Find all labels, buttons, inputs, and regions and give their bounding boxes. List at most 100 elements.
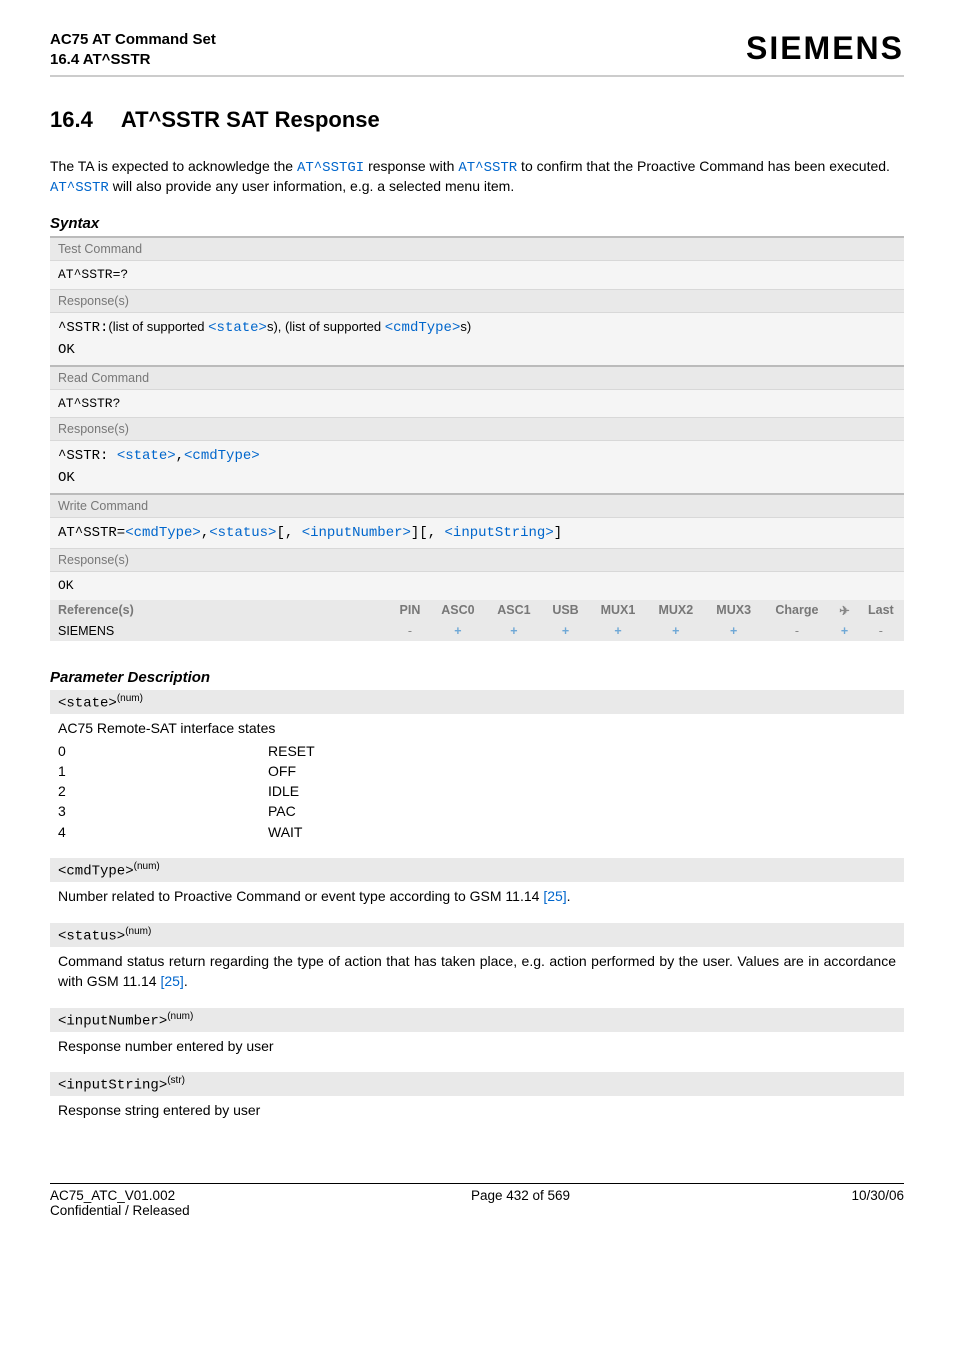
ref-vendor: SIEMENS <box>50 621 390 641</box>
state-key: 3 <box>58 801 268 821</box>
param-cmdtype-link[interactable]: <cmdType> <box>184 448 260 464</box>
reference-table: Reference(s) PIN ASC0 ASC1 USB MUX1 MUX2… <box>50 600 904 641</box>
read-response-label: Response(s) <box>50 417 904 440</box>
param-inputstring: <inputString>(str) Response string enter… <box>50 1072 904 1123</box>
link-at-sstr-2[interactable]: AT^SSTR <box>50 180 109 196</box>
ref-val: + <box>430 621 486 641</box>
param-cmdtype-link[interactable]: <cmdType> <box>125 525 201 541</box>
resp-text: (list of supported <box>108 319 208 334</box>
ref-val: - <box>390 621 430 641</box>
intro-paragraph: The TA is expected to acknowledge the AT… <box>50 157 904 197</box>
table-row: 2IDLE <box>58 781 896 801</box>
table-row: 3PAC <box>58 801 896 821</box>
param-status-link[interactable]: <status> <box>209 525 276 541</box>
param-desc: . <box>567 888 571 904</box>
ref-col: ASC0 <box>430 600 486 621</box>
ref-value-row: SIEMENS - + + + + + + - + - <box>50 621 904 641</box>
section-title-text: AT^SSTR SAT Response <box>121 107 380 132</box>
state-val: IDLE <box>268 781 299 801</box>
test-command-cmd: AT^SSTR=? <box>50 260 904 289</box>
page-header: AC75 AT Command Set 16.4 AT^SSTR SIEMENS <box>50 30 904 77</box>
brand-logo: SIEMENS <box>746 30 904 67</box>
ref-label: Reference(s) <box>50 600 390 621</box>
param-name: <status> <box>58 928 125 944</box>
state-val: RESET <box>268 741 315 761</box>
intro-text: to confirm that the Proactive Command ha… <box>517 158 890 174</box>
reference-link[interactable]: [25] <box>543 888 566 904</box>
state-key: 1 <box>58 761 268 781</box>
airplane-icon: ✈ <box>831 600 857 621</box>
param-name-bar: <status>(num) <box>50 923 904 947</box>
resp-prefix: ^SSTR: <box>58 320 108 336</box>
resp-text: s) <box>460 319 471 334</box>
parameter-section: Parameter Description <state>(num) AC75 … <box>50 669 904 1123</box>
state-val: OFF <box>268 761 296 781</box>
resp-sep: , <box>176 448 184 464</box>
state-val: PAC <box>268 801 296 821</box>
ref-col: ASC1 <box>486 600 542 621</box>
link-at-sstgi[interactable]: AT^SSTGI <box>297 160 364 176</box>
param-desc: Response number entered by user <box>50 1032 904 1058</box>
param-desc: . <box>184 973 188 989</box>
write-command-cmd: AT^SSTR=<cmdType>,<status>[, <inputNumbe… <box>50 517 904 548</box>
doc-title: AC75 AT Command Set <box>50 30 216 50</box>
ref-val: + <box>486 621 542 641</box>
param-name: <state> <box>58 695 117 711</box>
resp-text: s), (list of supported <box>267 319 385 334</box>
section-heading: 16.4 AT^SSTR SAT Response <box>50 107 904 133</box>
param-state: <state>(num) AC75 Remote-SAT interface s… <box>50 690 904 844</box>
section-number: 16.4 <box>50 107 93 133</box>
sep: ] <box>554 525 562 541</box>
param-status: <status>(num) Command status return rega… <box>50 923 904 994</box>
write-response-label: Response(s) <box>50 548 904 571</box>
param-name-bar: <state>(num) <box>50 690 904 714</box>
param-inputnumber-link[interactable]: <inputNumber> <box>302 525 411 541</box>
table-row: 1OFF <box>58 761 896 781</box>
reference-link[interactable]: [25] <box>160 973 183 989</box>
footer-date: 10/30/06 <box>851 1188 904 1218</box>
state-table: 0RESET 1OFF 2IDLE 3PAC 4WAIT <box>58 741 896 842</box>
test-response-body: ^SSTR:(list of supported <state>s), (lis… <box>50 312 904 365</box>
param-name-bar: <cmdType>(num) <box>50 858 904 882</box>
param-state-link[interactable]: <state> <box>208 320 267 336</box>
header-left: AC75 AT Command Set 16.4 AT^SSTR <box>50 30 216 69</box>
link-at-sstr[interactable]: AT^SSTR <box>458 160 517 176</box>
ref-val: + <box>647 621 705 641</box>
param-name-bar: <inputString>(str) <box>50 1072 904 1096</box>
read-response-body: ^SSTR: <state>,<cmdType> OK <box>50 440 904 493</box>
param-name-bar: <inputNumber>(num) <box>50 1008 904 1032</box>
ref-val: - <box>858 621 904 641</box>
read-command-cmd: AT^SSTR? <box>50 389 904 418</box>
param-inputstring-link[interactable]: <inputString> <box>445 525 554 541</box>
param-desc: Response string entered by user <box>50 1096 904 1122</box>
param-body: Command status return regarding the type… <box>50 947 904 994</box>
intro-text: will also provide any user information, … <box>109 178 514 194</box>
ok-text: OK <box>58 470 75 486</box>
ref-val: + <box>705 621 763 641</box>
sep: , <box>201 525 209 541</box>
ref-val: + <box>831 621 857 641</box>
param-cmdtype-link[interactable]: <cmdType> <box>385 320 461 336</box>
intro-text: The TA is expected to acknowledge the <box>50 158 297 174</box>
ref-col: MUX1 <box>589 600 647 621</box>
param-heading: Parameter Description <box>50 669 904 686</box>
write-ok: OK <box>50 571 904 600</box>
test-response-label: Response(s) <box>50 289 904 312</box>
param-cmdtype: <cmdType>(num) Number related to Proacti… <box>50 858 904 909</box>
param-state-link[interactable]: <state> <box>117 448 176 464</box>
param-inputnumber: <inputNumber>(num) Response number enter… <box>50 1008 904 1059</box>
ref-header-row: Reference(s) PIN ASC0 ASC1 USB MUX1 MUX2… <box>50 600 904 621</box>
sep: [, <box>276 525 301 541</box>
param-type: (num) <box>125 926 151 937</box>
sep: ][, <box>411 525 445 541</box>
state-val: WAIT <box>268 822 302 842</box>
ref-col: Last <box>858 600 904 621</box>
syntax-block: Test Command AT^SSTR=? Response(s) ^SSTR… <box>50 236 904 641</box>
state-key: 4 <box>58 822 268 842</box>
footer-page: Page 432 of 569 <box>471 1188 570 1218</box>
param-body: Number related to Proactive Command or e… <box>50 882 904 908</box>
param-type: (str) <box>167 1075 185 1086</box>
param-name: <inputNumber> <box>58 1013 167 1029</box>
table-row: 4WAIT <box>58 822 896 842</box>
ref-val: + <box>542 621 589 641</box>
